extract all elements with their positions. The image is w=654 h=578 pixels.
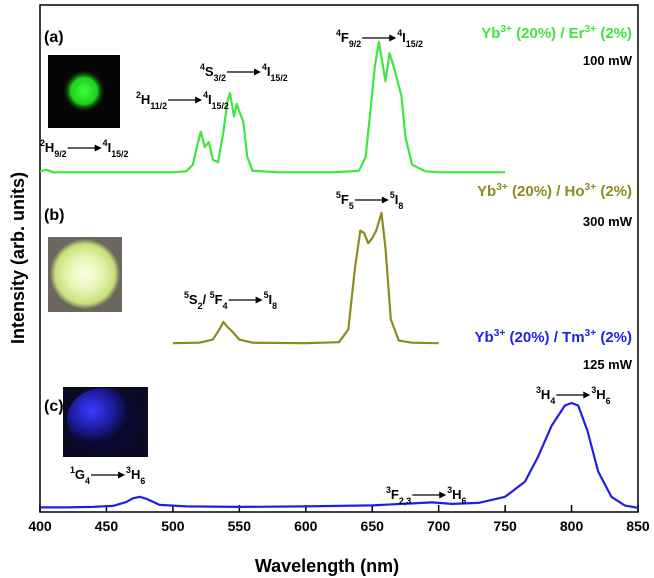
text-part: 8 — [398, 201, 403, 211]
transition-from: 5S2/ 5F4 — [184, 290, 228, 311]
text-part: Yb — [477, 183, 496, 200]
sample-label: (b) — [44, 207, 64, 224]
series-label: Yb3+ (20%) / Er3+ (2%) — [481, 24, 632, 42]
x-tick-label: 800 — [560, 518, 584, 534]
text-part: 4 — [223, 301, 228, 311]
text-part: 9/2 — [349, 39, 361, 49]
text-part: H — [141, 92, 150, 107]
arrow-head — [95, 145, 102, 152]
x-tick-label: 600 — [294, 518, 318, 534]
arrow-head — [389, 35, 396, 42]
text-part: H — [452, 487, 461, 502]
transition-from: 1G4 — [70, 465, 90, 486]
text-part: 3+ — [585, 24, 597, 35]
text-part: 3+ — [494, 328, 506, 339]
text-part: (2%) — [596, 25, 632, 42]
transition-from: 4S3/2 — [200, 62, 226, 83]
y-axis-title: Intensity (arb. units) — [8, 172, 28, 344]
arrow-head — [382, 197, 389, 204]
text-part: 11/2 — [150, 101, 167, 111]
arrow-head — [118, 472, 125, 479]
text-part: / — [203, 292, 210, 307]
transition-to: 4I15/2 — [262, 62, 288, 83]
text-part: 3+ — [496, 182, 508, 193]
transition-to: 4I15/2 — [203, 90, 229, 111]
text-part: H — [131, 467, 140, 482]
x-tick-label: 700 — [427, 518, 451, 534]
series-label: Yb3+ (20%) / Tm3+ (2%) — [475, 328, 632, 346]
chart: Wavelength (nm) Intensity (arb. units) 4… — [0, 0, 654, 578]
text-part: 3+ — [500, 24, 512, 35]
x-tick-label: 550 — [228, 518, 252, 534]
transition-from: 3F2,3 — [386, 485, 411, 506]
x-axis-title: Wavelength (nm) — [255, 556, 399, 576]
transition-to: 5I8 — [390, 190, 404, 211]
text-part: 15/2 — [406, 39, 423, 49]
text-part: (2%) — [596, 329, 632, 346]
text-part: H — [45, 140, 54, 155]
series-label: Yb3+ (20%) / Ho3+ (2%) — [477, 182, 632, 200]
text-part: 4 — [85, 476, 90, 486]
spectrum-line — [173, 213, 439, 343]
text-part: (20%) / Er — [512, 25, 585, 42]
text-part: 15/2 — [212, 101, 229, 111]
transition-from: 3H4 — [536, 385, 555, 406]
text-part: G — [75, 467, 85, 482]
transition-to: 4I15/2 — [397, 28, 423, 49]
transition-from: 5F5 — [336, 190, 354, 211]
power-label: 100 mW — [583, 53, 633, 68]
sample-label: (c) — [44, 398, 64, 415]
arrow-head — [439, 492, 446, 499]
transition-to: 4I15/2 — [103, 138, 129, 159]
text-part: H — [541, 387, 550, 402]
text-part: 5 — [349, 201, 354, 211]
photo-b-glow — [50, 239, 120, 309]
text-part: 2,3 — [399, 496, 411, 506]
text-part: F — [341, 30, 349, 45]
transition-to: 3H6 — [126, 465, 145, 486]
transition-to: 5I8 — [264, 290, 278, 311]
arrow-head — [195, 97, 202, 104]
text-part: 15/2 — [271, 73, 288, 83]
text-part: (20%) / Ho — [508, 183, 585, 200]
x-tick-label: 400 — [28, 518, 52, 534]
transition-from: 2H9/2 — [40, 138, 67, 159]
photo-a-glow — [62, 69, 106, 113]
text-part: Yb — [481, 25, 500, 42]
x-tick-label: 500 — [161, 518, 185, 534]
text-part: (2%) — [596, 183, 632, 200]
power-label: 125 mW — [583, 357, 633, 372]
text-part: S — [189, 292, 198, 307]
x-tick-label: 450 — [95, 518, 119, 534]
text-part: 3+ — [585, 328, 597, 339]
text-part: 6 — [606, 396, 611, 406]
text-part: 6 — [140, 476, 145, 486]
text-part: F — [215, 292, 223, 307]
arrow-head — [254, 69, 261, 76]
text-part: F — [341, 192, 349, 207]
text-part: Yb — [475, 329, 494, 346]
text-part: 3/2 — [214, 73, 226, 83]
sample-label: (a) — [44, 29, 64, 46]
transition-from: 2H11/2 — [136, 90, 167, 111]
arrow-head — [256, 297, 263, 304]
text-part: 15/2 — [111, 149, 128, 159]
text-part: S — [205, 64, 214, 79]
arrow-head — [583, 392, 590, 399]
transition-to: 3H6 — [591, 385, 610, 406]
text-part: F — [391, 487, 399, 502]
text-part: 4 — [550, 396, 555, 406]
text-part: 6 — [462, 496, 467, 506]
x-tick-label: 750 — [493, 518, 517, 534]
text-part: 8 — [272, 301, 277, 311]
text-part: (20%) / Tm — [505, 329, 584, 346]
transition-from: 4F9/2 — [336, 28, 361, 49]
text-part: 3+ — [585, 182, 597, 193]
text-part: H — [596, 387, 605, 402]
power-label: 300 mW — [583, 214, 633, 229]
photo-c-glow — [67, 388, 139, 452]
x-tick-label: 650 — [361, 518, 385, 534]
x-tick-label: 850 — [626, 518, 650, 534]
text-part: 9/2 — [54, 149, 66, 159]
